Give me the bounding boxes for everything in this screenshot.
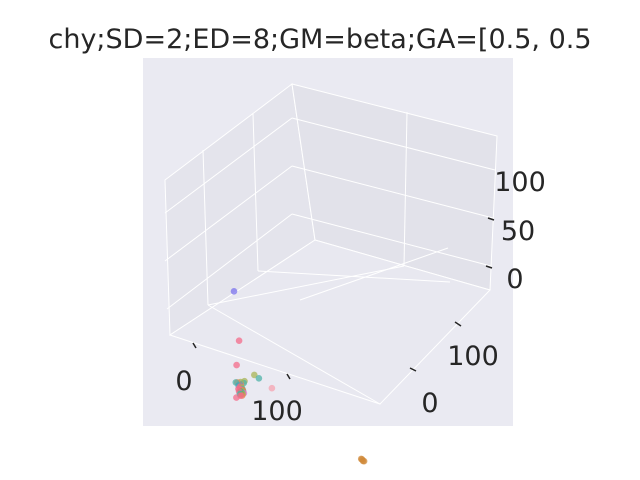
axis-ticks: 0 100 0 100 0 50 100 bbox=[175, 167, 545, 427]
gridline-11 bbox=[207, 304, 381, 405]
gridline-7 bbox=[252, 113, 259, 272]
gridline-3 bbox=[164, 117, 293, 214]
gridline-12 bbox=[299, 247, 449, 301]
scatter-point-1 bbox=[235, 337, 243, 345]
x-tick-label-0: 0 bbox=[175, 366, 192, 397]
z-tick-label-0: 0 bbox=[506, 264, 523, 295]
tick-mark-1 bbox=[286, 373, 291, 380]
scatter-point-4 bbox=[268, 384, 276, 392]
gridline-4 bbox=[164, 165, 293, 262]
tick-mark-3 bbox=[454, 321, 462, 327]
gridline-1 bbox=[291, 165, 494, 219]
z-tick-label-2: 100 bbox=[494, 167, 546, 198]
tick-mark-4 bbox=[487, 217, 495, 221]
tick-mark-0 bbox=[192, 342, 197, 349]
scatter-point-6 bbox=[255, 375, 263, 382]
axes-panes bbox=[164, 83, 498, 405]
scatter-point-36 bbox=[360, 457, 368, 465]
scatter-point-2 bbox=[233, 361, 240, 369]
scatter-point-32 bbox=[237, 392, 244, 400]
tick-mark-5 bbox=[485, 265, 493, 269]
gridlines bbox=[164, 111, 496, 405]
gridline-6 bbox=[202, 149, 209, 306]
chart-title: chy;SD=2;ED=8;GM=beta;GA=[0.5, 0.5 bbox=[48, 24, 591, 55]
gridline-9 bbox=[207, 265, 405, 306]
scatter-point-5 bbox=[251, 371, 258, 379]
y-tick-label-0: 0 bbox=[421, 388, 438, 419]
gridline-5 bbox=[166, 213, 293, 310]
gridline-0 bbox=[291, 117, 496, 171]
tick-mark-2 bbox=[409, 367, 417, 372]
gridline-10 bbox=[257, 270, 451, 283]
x-tick-label-1: 100 bbox=[251, 396, 303, 427]
gridline-8 bbox=[403, 111, 408, 267]
scatter-points bbox=[230, 288, 368, 465]
scatter-point-0 bbox=[230, 288, 238, 295]
z-tick-label-1: 50 bbox=[501, 216, 535, 247]
y-tick-label-1: 100 bbox=[447, 341, 499, 372]
gridline-2 bbox=[291, 213, 492, 267]
